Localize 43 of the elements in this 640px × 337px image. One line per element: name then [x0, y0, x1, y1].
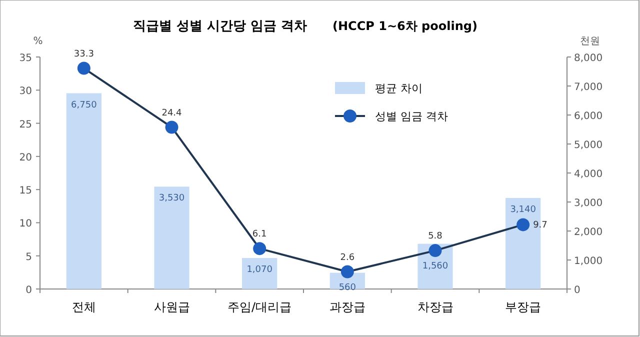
- y-tick-label: 35: [19, 53, 32, 64]
- y-tick-label: 15: [19, 186, 32, 197]
- data-label: 6.1: [252, 230, 267, 240]
- legend-label: 성별 임금 격차: [375, 110, 448, 123]
- chart-title: 직급별 성별 시간당 임금 격차: [132, 19, 308, 34]
- bar: [242, 258, 278, 289]
- data-label: 3,530: [158, 194, 185, 204]
- data-label: 1,560: [422, 262, 448, 272]
- y-tick-label: 20: [19, 152, 32, 164]
- y-axis-title: %: [33, 36, 43, 47]
- y2-tick-label: 3,000: [574, 198, 603, 209]
- y2-tick-label: 0: [574, 285, 580, 296]
- bar: [154, 186, 190, 289]
- x-tick-label: 주임/대리급: [228, 300, 292, 314]
- y2-tick-label: 1,000: [574, 256, 603, 267]
- y2-tick-label: 5,000: [574, 140, 603, 151]
- data-label: 3,140: [510, 204, 536, 215]
- data-label: 2.6: [340, 252, 355, 263]
- y2-tick-label: 2,000: [574, 227, 603, 238]
- chart-subtitle: (HCCP 1~6차 pooling): [332, 19, 478, 33]
- x-tick-label: 과장급: [329, 300, 366, 314]
- data-label: 6,750: [71, 100, 98, 110]
- data-label: 9.7: [533, 220, 548, 231]
- y-tick-label: 30: [19, 86, 32, 98]
- y-tick-label: 5: [26, 252, 32, 263]
- data-label: 5.8: [428, 232, 443, 242]
- y-tick-label: 25: [19, 119, 32, 130]
- x-tick-label: 사원급: [154, 300, 190, 314]
- y2-tick-label: 6,000: [574, 111, 603, 122]
- y2-tick-label: 7,000: [574, 82, 603, 93]
- x-tick-label: 부장급: [505, 300, 542, 314]
- x-tick-label: 전체: [72, 300, 96, 314]
- y-tick-label: 10: [19, 218, 32, 230]
- data-label: 24.4: [162, 108, 182, 118]
- y2-tick-label: 4,000: [574, 169, 603, 180]
- bar: [66, 93, 102, 289]
- data-label: 33.3: [74, 49, 94, 60]
- y2-axis-title: 천원: [580, 36, 600, 47]
- y2-tick-label: 8,000: [574, 53, 603, 64]
- legend-label: 평균 차이: [375, 82, 422, 95]
- y-tick-label: 0: [26, 285, 32, 296]
- data-label: 1,070: [246, 264, 273, 275]
- x-tick-label: 차장급: [417, 300, 454, 314]
